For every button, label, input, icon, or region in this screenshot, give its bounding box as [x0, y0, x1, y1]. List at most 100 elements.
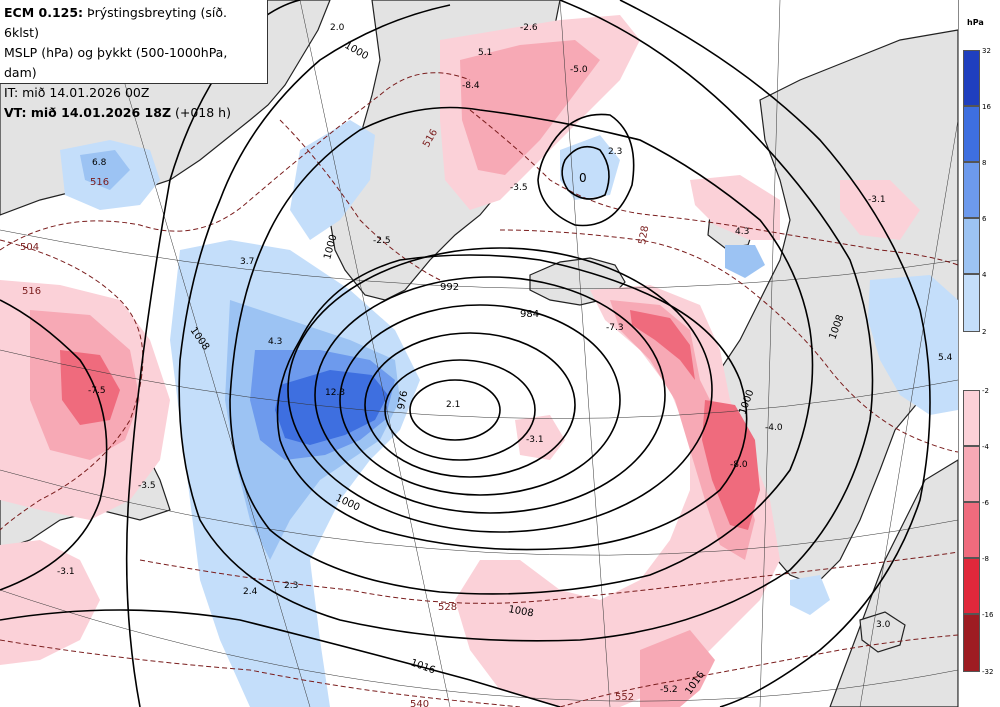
- thickness-line: [499, 229, 959, 453]
- fall-area-labrador-core: [60, 350, 120, 425]
- isobar-low-2: [384, 359, 536, 461]
- change-label: -8.4: [462, 81, 480, 91]
- overlay-description: MSLP (hPa) og þykkt (500-1000hPa, dam): [4, 45, 228, 80]
- change-label: 2.3: [284, 581, 298, 591]
- thickness-line: [0, 72, 471, 251]
- legend-level: -32: [982, 668, 994, 676]
- grid-line: [0, 469, 959, 556]
- fall-area-kola: [840, 180, 920, 240]
- isobar-992: [276, 254, 748, 551]
- change-label: -3.5: [138, 481, 156, 491]
- legend-swatch: [963, 502, 980, 558]
- thickness-label: 516: [22, 286, 41, 297]
- field-name: Þrýstingsbreyting (síð. 6klst): [4, 5, 227, 40]
- legend-unit: hPa: [967, 18, 984, 27]
- change-label: -4.0: [765, 423, 783, 433]
- thickness-line: [559, 634, 959, 707]
- thickness-label: 528: [637, 225, 651, 246]
- rise-area-north-sea: [790, 575, 830, 615]
- pressure-fall-shading: [0, 15, 920, 707]
- legend-swatch: [963, 162, 980, 218]
- change-label: -5.2: [660, 685, 678, 695]
- legend-swatch: [963, 218, 980, 274]
- change-label: 4.3: [268, 337, 282, 347]
- change-label: 5.4: [938, 353, 953, 363]
- fall-area-barents: [690, 175, 780, 240]
- isobar-low-6: [287, 247, 713, 533]
- forecast-hour: (+018 h): [171, 105, 231, 120]
- grid-line: [299, 0, 451, 707]
- grid-line: [859, 119, 959, 707]
- legend-swatch: [963, 106, 980, 162]
- isobar-greenland-high-outer: [537, 113, 635, 227]
- isobar-far-west: [0, 299, 108, 591]
- fall-area-norwegian-sea-core: [630, 310, 695, 380]
- isobar-label: 1008: [507, 604, 534, 619]
- change-label: -7.5: [88, 386, 106, 396]
- grid-line: [99, 0, 311, 707]
- thickness-label: 528: [438, 602, 457, 613]
- legend-level: -2: [982, 387, 989, 395]
- title-panel: ECM 0.125: Þrýstingsbreyting (síð. 6klst…: [0, 0, 268, 120]
- isobar-low-5: [314, 276, 666, 514]
- init-time: IT: mið 14.01.2026 00Z: [4, 85, 150, 100]
- grid-line: [0, 349, 959, 419]
- thickness-contours: [0, 72, 959, 707]
- valid-time: VT: mið 14.01.2026 18Z: [4, 105, 172, 120]
- change-label: -8.0: [730, 460, 748, 470]
- thickness-label: 540: [410, 699, 429, 707]
- isobar-label: 976: [396, 390, 410, 411]
- rise-area-svalbard: [725, 245, 765, 278]
- pressure-rise-shading: [60, 120, 958, 707]
- fall-area-south-atlantic: [640, 630, 715, 707]
- center-label: 0: [579, 171, 587, 185]
- change-label: -7.3: [606, 323, 624, 333]
- rise-area-norway: [868, 275, 958, 415]
- change-label: -2.5: [373, 236, 391, 246]
- rise-area-denmark-strait: [290, 120, 375, 240]
- legend-level: 8: [982, 159, 987, 167]
- graticule: [0, 0, 959, 707]
- legend-level: -6: [982, 499, 989, 507]
- legend-level: 4: [982, 271, 987, 279]
- change-label: 3.7: [240, 257, 254, 267]
- thickness-line: [0, 639, 521, 707]
- change-label: 2.0: [330, 23, 345, 33]
- rise-area-max-core: [275, 370, 388, 445]
- isobar-greenland-high: [561, 145, 610, 200]
- isobar-south: [0, 609, 561, 707]
- grid-line: [0, 229, 959, 290]
- legend-level: 32: [982, 47, 991, 55]
- change-label: -3.1: [57, 567, 75, 577]
- legend-swatch: [963, 558, 980, 614]
- legend-swatch: [963, 446, 980, 502]
- isobar-label: 984: [520, 309, 539, 320]
- thickness-line: [0, 239, 144, 531]
- change-label: 2.3: [608, 147, 622, 157]
- legend-level: -16: [982, 611, 994, 619]
- color-legend: hPa 32 16 8 6 4 2 -2 -4 -6 -8 -16 -32: [958, 0, 1000, 707]
- change-label: -3.5: [510, 183, 528, 193]
- change-label: 2.4: [243, 587, 258, 597]
- change-label: 2.1: [446, 400, 460, 410]
- isobar-low-inner: [409, 379, 501, 441]
- thickness-line: [139, 551, 959, 604]
- change-label: 5.1: [478, 48, 492, 58]
- change-label: 4.3: [735, 227, 749, 237]
- change-label: 3.0: [876, 620, 891, 630]
- isobar-label: 992: [440, 282, 459, 293]
- change-label: -5.0: [570, 65, 588, 75]
- legend-level: 16: [982, 103, 991, 111]
- change-label: 6.8: [92, 158, 107, 168]
- isobar-low-3: [364, 332, 576, 478]
- legend-level: -4: [982, 443, 989, 451]
- isobar-1000: [229, 106, 814, 595]
- legend-swatch: [963, 390, 980, 446]
- isobar-1008: [178, 0, 874, 642]
- thickness-line: [279, 119, 441, 281]
- grid-line: [559, 0, 611, 707]
- legend-swatch: [963, 274, 980, 332]
- grid-line: [759, 0, 781, 707]
- model-name: ECM 0.125:: [4, 5, 84, 20]
